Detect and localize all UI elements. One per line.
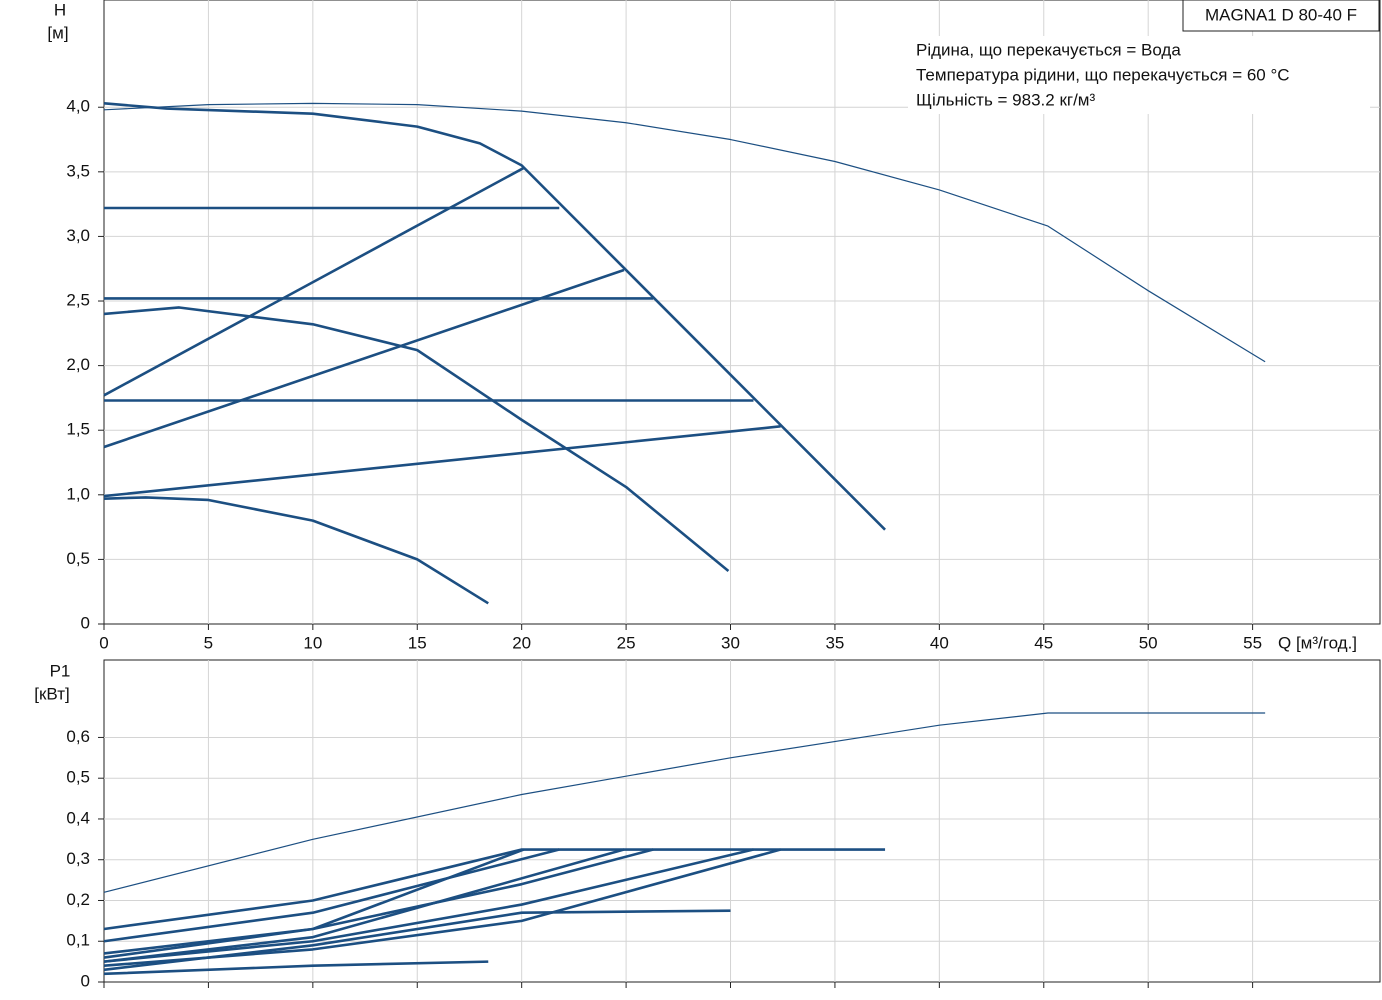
curve — [103, 496, 489, 605]
curve — [103, 848, 560, 943]
curve — [103, 166, 525, 397]
y-tick-label: 0,3 — [66, 849, 90, 868]
x-tick-label: 20 — [512, 633, 531, 652]
y-tick-label: 0,6 — [66, 727, 90, 746]
y-tick-label: 2,5 — [66, 291, 90, 310]
chart-title: MAGNA1 D 80-40 F — [1205, 5, 1357, 24]
annotation-bg — [908, 36, 1370, 114]
curve — [103, 848, 625, 963]
x-tick-label: 40 — [930, 633, 949, 652]
y-tick-label: 1,0 — [66, 484, 90, 503]
x-tick-label: 50 — [1139, 633, 1158, 652]
y-tick-label: 0 — [81, 971, 90, 990]
x-tick-label: 35 — [825, 633, 844, 652]
y-tick-label: 0,5 — [66, 768, 90, 787]
x-tick-label: 25 — [617, 633, 636, 652]
curve — [103, 848, 754, 963]
y-tick-label: 3,5 — [66, 161, 90, 180]
x-tick-label: 10 — [303, 633, 322, 652]
y-axis-label: P1 — [50, 661, 71, 680]
annotation: Щільність = 983.2 кг/м³ — [916, 90, 1095, 109]
y-axis-label: H — [54, 0, 66, 19]
y-tick-label: 3,0 — [66, 226, 90, 245]
curve — [103, 306, 730, 573]
curve — [103, 712, 1266, 893]
x-tick-label: 15 — [408, 633, 427, 652]
y-tick-label: 0 — [81, 613, 90, 632]
x-tick-label: 55 — [1243, 633, 1262, 652]
curve — [103, 848, 525, 959]
curve — [103, 848, 886, 931]
y-tick-label: 0,5 — [66, 549, 90, 568]
annotation: Температура рідини, що перекачується = 6… — [916, 65, 1290, 84]
y-tick-label: 1,5 — [66, 420, 90, 439]
x-tick-label: 30 — [721, 633, 740, 652]
y-axis-unit: [м] — [47, 23, 68, 42]
curve — [103, 102, 1266, 363]
curve — [103, 268, 625, 449]
y-tick-label: 0,1 — [66, 931, 90, 950]
y-tick-label: 0,2 — [66, 890, 90, 909]
curve — [103, 909, 731, 972]
y-tick-label: 2,0 — [66, 355, 90, 374]
curve — [103, 960, 489, 976]
x-axis-label: Q [м³/год.] — [1278, 633, 1357, 652]
x-tick-label: 5 — [204, 633, 213, 652]
y-axis-unit: [кВт] — [34, 684, 69, 703]
annotation: Рідина, що перекачується = Вода — [916, 40, 1181, 59]
x-tick-label: 0 — [99, 633, 108, 652]
plot-area — [103, 659, 1381, 983]
y-tick-label: 0,4 — [66, 808, 90, 827]
curve — [103, 102, 886, 531]
title-box — [1182, 0, 1380, 32]
x-tick-label: 45 — [1034, 633, 1053, 652]
y-tick-label: 4,0 — [66, 97, 90, 116]
curve — [103, 425, 781, 498]
